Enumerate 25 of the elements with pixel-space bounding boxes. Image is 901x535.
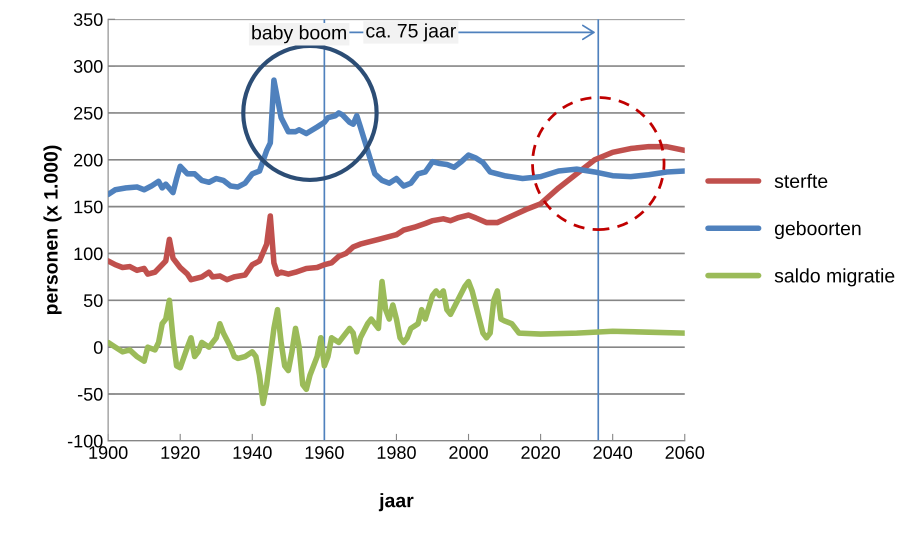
x-tick-label: 1900 [89,446,128,459]
annotation: ca. 75 jaar [366,23,456,42]
y-tick-label: 150 [74,200,103,214]
y-tick-label: 50 [84,294,103,308]
y-tick-label: 100 [74,247,103,260]
x-tick-label: 2040 [594,446,632,459]
y-axis-title: personen (x 1.000) [43,146,62,314]
x-tick-label: 1980 [378,446,416,459]
y-tick-label: 0 [94,341,103,354]
x-axis-title: jaar [378,493,414,512]
legend-label: geboorten [774,220,860,240]
legend-label: sterfte [774,174,828,188]
y-tick-label: -50 [78,388,103,401]
x-tick-label: 1960 [306,446,344,459]
x-tick-label: 1940 [234,446,272,459]
x-tick-label: 2060 [666,446,704,459]
y-tick-label: 200 [74,154,103,167]
y-tick-label: 300 [74,60,103,73]
x-tick-label: 1920 [161,446,200,459]
legend-label: saldo migratie [774,268,894,286]
annotation: baby boom [252,25,346,44]
x-tick-label: 2020 [521,446,560,459]
y-tick-label: 250 [74,106,103,120]
x-tick-label: 2000 [449,446,488,459]
y-tick-label: 350 [74,13,103,26]
